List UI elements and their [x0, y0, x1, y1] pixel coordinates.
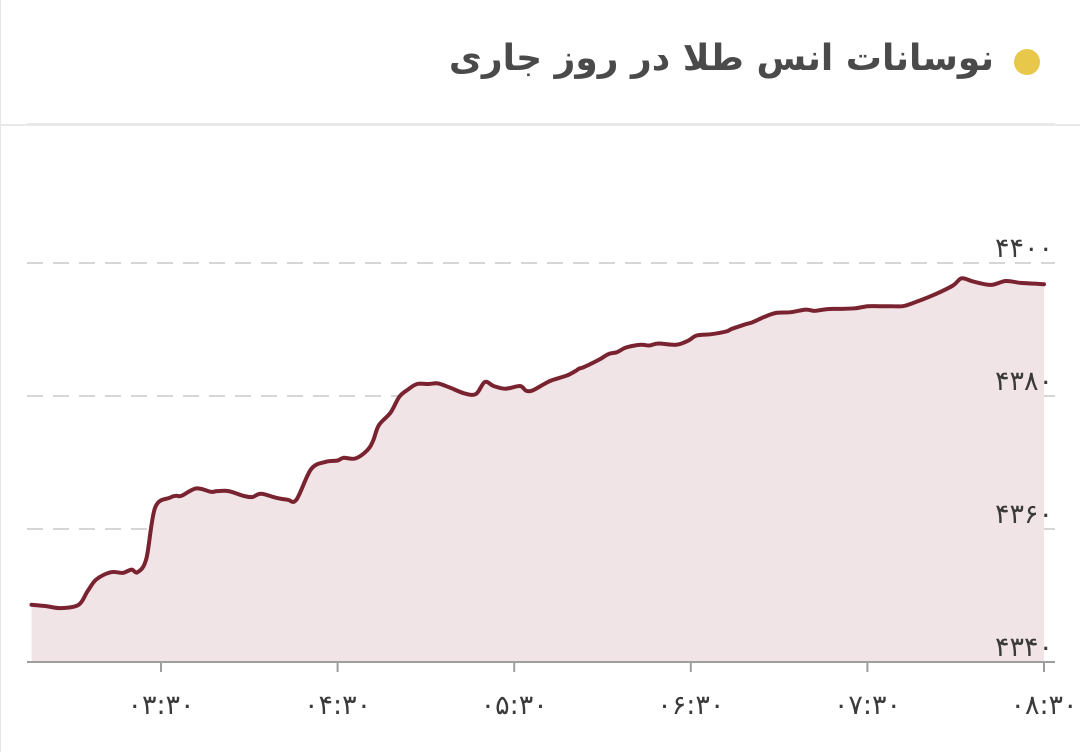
- series-area: [31, 278, 1044, 662]
- y-tick-label: ۴۴۰۰: [995, 233, 1053, 264]
- x-tick-label: ۰۶:۳۰: [657, 690, 724, 721]
- y-tick-label: ۴۳۴۰: [995, 632, 1053, 663]
- x-tick-label: ۰۵:۳۰: [481, 690, 548, 721]
- x-tick-label: ۰۸:۳۰: [1010, 690, 1077, 721]
- chart-title: نوسانات انس طلا در روز جاری: [448, 38, 994, 79]
- chart-header: نوسانات انس طلا در روز جاری: [1, 0, 1080, 126]
- y-axis-ticks: ۴۴۰۰ ۴۳۸۰ ۴۳۶۰ ۴۳۴۰: [995, 233, 1053, 663]
- price-line: [29, 276, 1046, 611]
- x-tick-label: ۰۷:۳۰: [834, 690, 901, 721]
- x-tick-label: ۰۳:۳۰: [127, 690, 194, 721]
- x-axis-ticks: ۰۳:۳۰ ۰۴:۳۰ ۰۵:۳۰ ۰۶:۳۰ ۰۷:۳۰ ۰۸:۳۰: [127, 662, 1077, 721]
- y-tick-label: ۴۳۶۰: [995, 499, 1053, 530]
- series-line: [29, 276, 1046, 611]
- title-dot-icon: [1014, 49, 1040, 75]
- area-fill: [31, 278, 1044, 662]
- x-tick-label: ۰۴:۳۰: [304, 690, 371, 721]
- y-tick-label: ۴۳۸۰: [995, 366, 1053, 397]
